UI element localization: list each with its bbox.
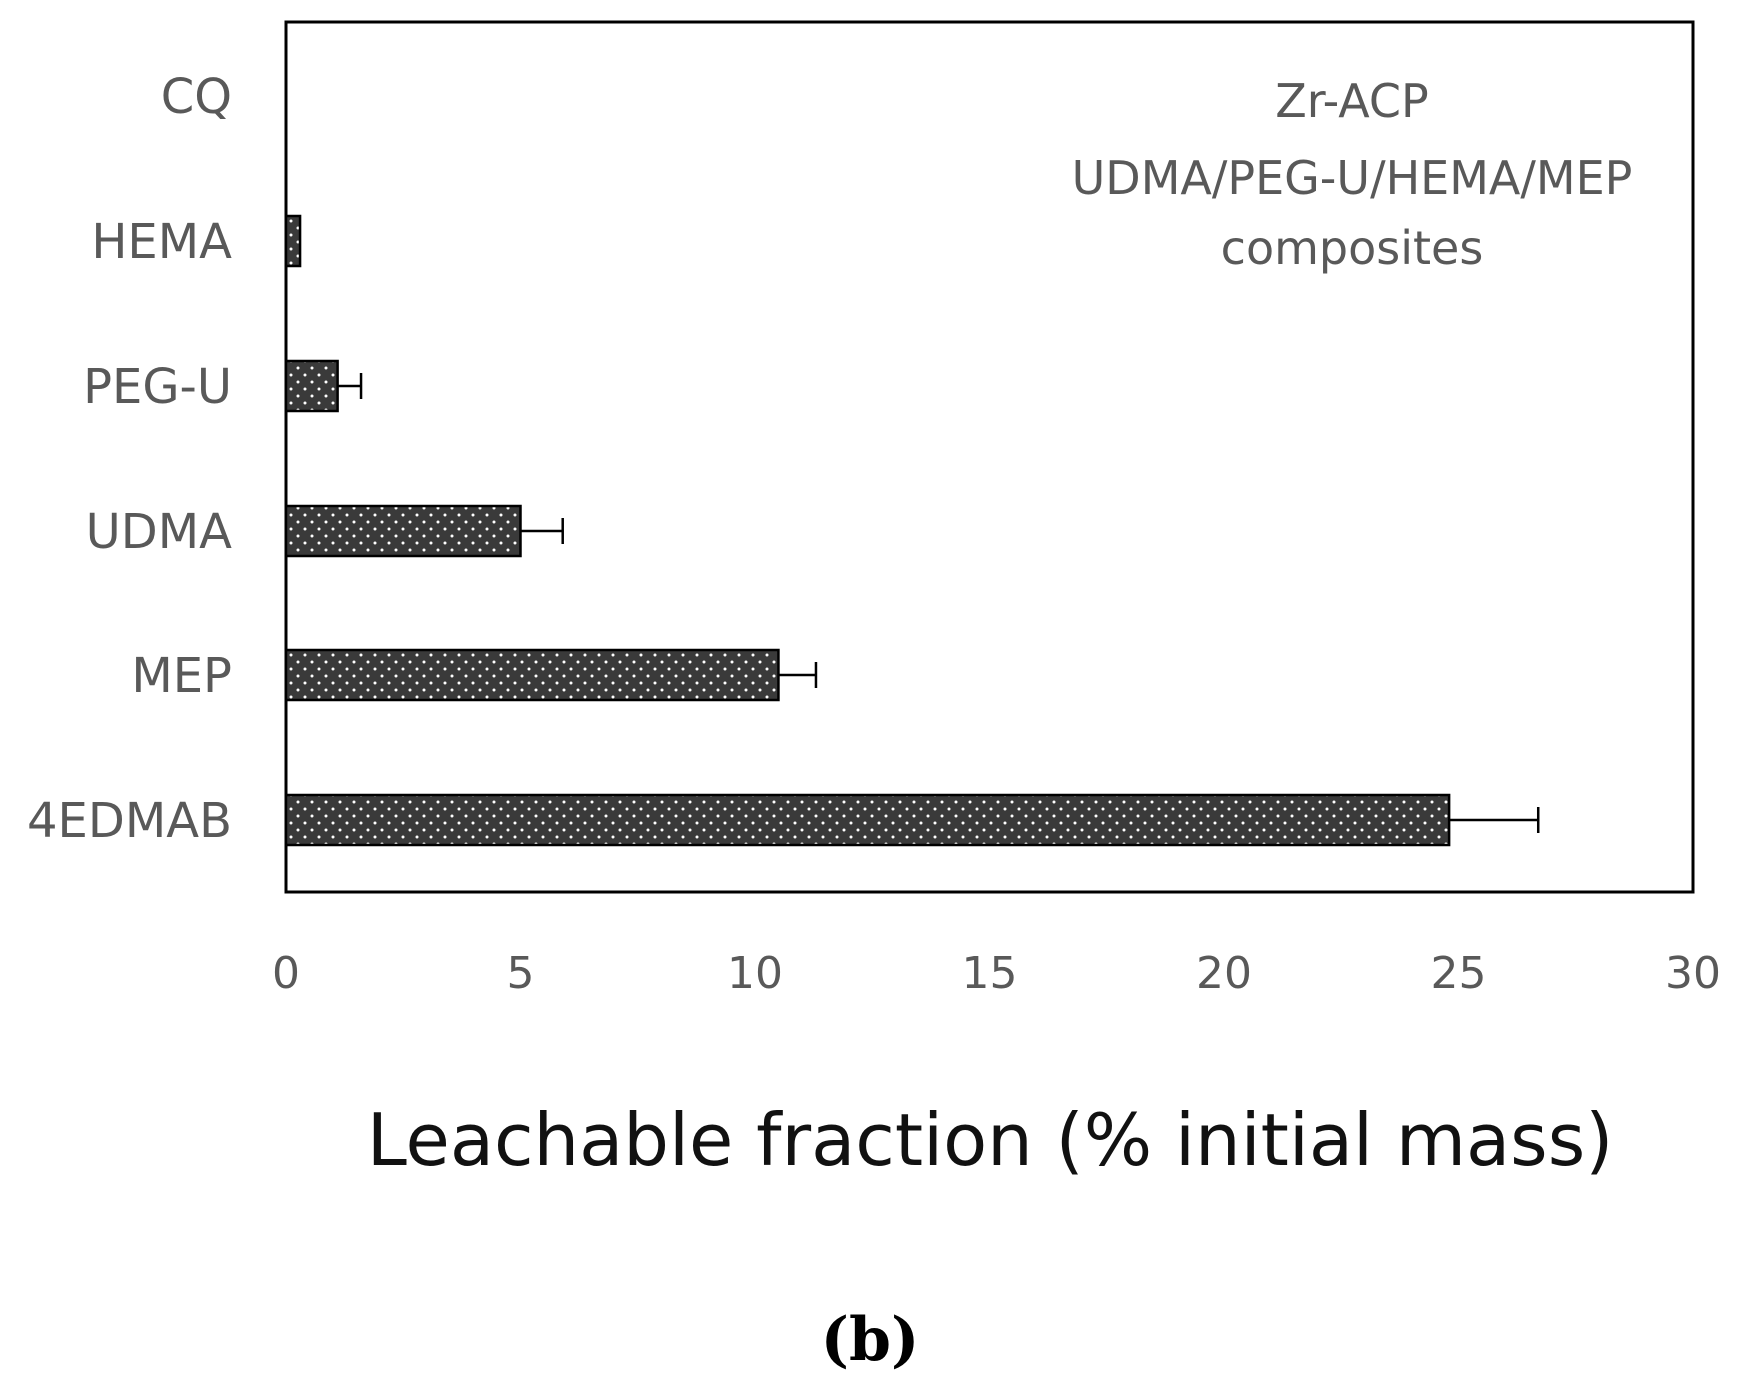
- x-axis-label: Leachable fraction (% initial mass): [367, 1098, 1614, 1182]
- error-bar-4edmab: [1449, 807, 1540, 833]
- x-tick-label-0: 0: [272, 948, 300, 999]
- x-tick-label-10: 10: [727, 948, 783, 999]
- category-label-udma: UDMA: [86, 504, 233, 560]
- category-label-peg-u: PEG-U: [83, 359, 232, 415]
- x-tick-label-30: 30: [1665, 948, 1721, 999]
- category-label-4edmab: 4EDMAB: [27, 793, 232, 849]
- panel-label: (b): [821, 1305, 920, 1375]
- category-labels: CQ HEMA PEG-U UDMA MEP 4EDMAB: [27, 69, 232, 849]
- error-bar-peg-u: [337, 373, 363, 399]
- annotation-line-1: Zr-ACP: [1275, 74, 1429, 128]
- x-tick-label-5: 5: [507, 948, 535, 999]
- annotation-line-2: UDMA/PEG-U/HEMA/MEP: [1072, 151, 1633, 205]
- bar-hema: [284, 214, 302, 268]
- bars: [284, 214, 1451, 847]
- category-label-mep: MEP: [131, 648, 232, 704]
- bar-4edmab: [284, 793, 1451, 847]
- x-tick-label-25: 25: [1431, 948, 1487, 999]
- x-tick-label-20: 20: [1196, 948, 1252, 999]
- x-tick-label-15: 15: [962, 948, 1018, 999]
- bar-udma: [284, 504, 522, 558]
- bar-peg-u: [284, 359, 339, 413]
- category-label-hema: HEMA: [91, 214, 232, 270]
- plot-area-frame: [284, 20, 1695, 894]
- annotation: Zr-ACP UDMA/PEG-U/HEMA/MEP composites: [1072, 74, 1633, 275]
- error-bar-mep: [778, 662, 818, 688]
- error-bars: [337, 373, 1540, 833]
- annotation-line-3: composites: [1221, 221, 1484, 275]
- category-label-cq: CQ: [161, 69, 232, 125]
- x-tick-labels: 0 5 10 15 20 25 30: [272, 948, 1721, 999]
- bar-mep: [284, 648, 780, 702]
- error-bar-udma: [520, 518, 564, 544]
